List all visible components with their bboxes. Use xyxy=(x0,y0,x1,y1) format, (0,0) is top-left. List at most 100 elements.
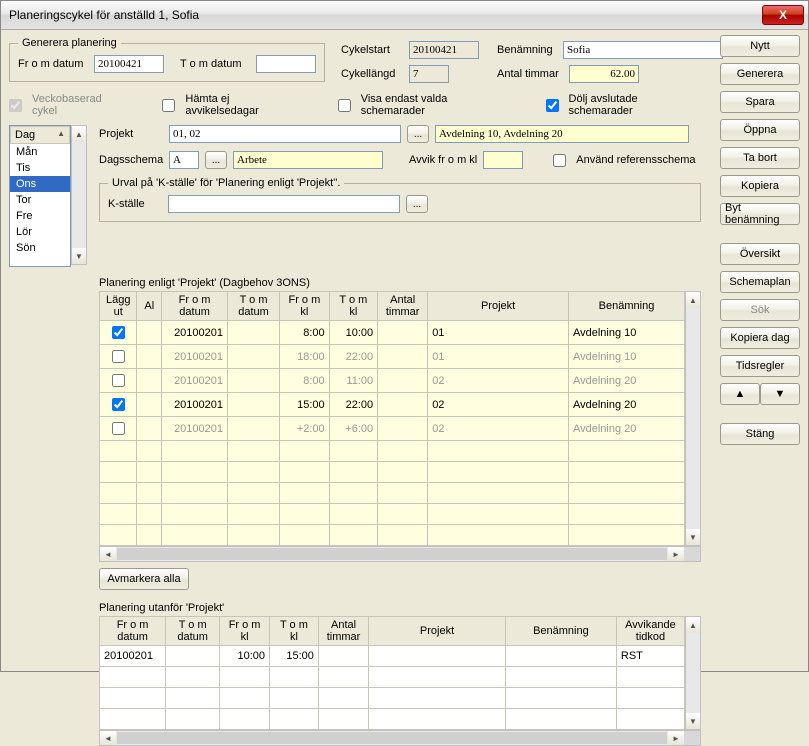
day-list[interactable]: Dag▲ MånTisOnsTorFreLörSön xyxy=(9,125,71,267)
grid2-col[interactable]: Antaltimmar xyxy=(318,617,368,646)
move-up-button[interactable]: ▲ xyxy=(720,383,760,405)
tidsregler-button[interactable]: Tidsregler xyxy=(720,355,800,377)
kstalle-legend: Urval på 'K-ställe' för 'Planering enlig… xyxy=(108,177,344,189)
dagsschema-input[interactable] xyxy=(169,151,199,169)
day-item[interactable]: Mån xyxy=(10,144,70,160)
grid2-col[interactable]: T o mdatum xyxy=(166,617,220,646)
grid2-col[interactable]: Projekt xyxy=(369,617,506,646)
sok-button[interactable]: Sök xyxy=(720,299,800,321)
day-item[interactable]: Fre xyxy=(10,208,70,224)
grid2-col[interactable]: Fr o mdatum xyxy=(100,617,166,646)
weekbased-checkbox xyxy=(9,99,22,112)
avvik-input xyxy=(483,151,523,169)
projekt-label: Projekt xyxy=(99,128,163,140)
projekt-browse-button[interactable]: ... xyxy=(407,125,429,143)
fetchdev-checkbox[interactable] xyxy=(162,99,175,112)
grid1-col[interactable]: T o mdatum xyxy=(228,292,280,321)
close-button[interactable]: X xyxy=(762,5,804,25)
scroll-up-icon[interactable]: ▲ xyxy=(686,292,700,308)
grid1-col[interactable]: Fr o mkl xyxy=(280,292,330,321)
day-item[interactable]: Sön xyxy=(10,240,70,256)
hidedone-checkbox[interactable] xyxy=(546,99,559,112)
grid1-vscroll[interactable]: ▲ ▼ xyxy=(685,291,701,546)
scroll-right-icon[interactable]: ► xyxy=(668,547,684,561)
fetchdev-label: Hämta ej avvikelsedagar xyxy=(185,93,302,117)
showselected-checkbox[interactable] xyxy=(338,99,351,112)
dagsschema-desc xyxy=(233,151,383,169)
scroll-up-icon[interactable]: ▲ xyxy=(686,617,700,633)
day-item[interactable]: Tis xyxy=(10,160,70,176)
to-date-input[interactable] xyxy=(256,55,316,73)
grid2-col[interactable]: Fr o mkl xyxy=(220,617,270,646)
scroll-right-icon[interactable]: ► xyxy=(668,731,684,745)
kstalle-label: K-ställe xyxy=(108,198,162,210)
row-checkbox[interactable] xyxy=(112,350,125,363)
row-checkbox[interactable] xyxy=(112,398,125,411)
to-date-label: T o m datum xyxy=(180,58,250,70)
grid2-col[interactable]: Avvikandetidkod xyxy=(616,617,684,646)
move-down-button[interactable]: ▼ xyxy=(760,383,800,405)
scroll-left-icon[interactable]: ◄ xyxy=(100,547,116,561)
grid1-col[interactable]: Fr o mdatum xyxy=(162,292,228,321)
grid1-col[interactable]: T o mkl xyxy=(329,292,377,321)
kstalle-browse-button[interactable]: ... xyxy=(406,195,428,213)
kstalle-group: Urval på 'K-ställe' för 'Planering enlig… xyxy=(99,177,701,222)
bytbenamning-button[interactable]: Byt benämning xyxy=(720,203,800,225)
grid1-col[interactable]: Antaltimmar xyxy=(378,292,428,321)
window-title: Planeringscykel för anställd 1, Sofia xyxy=(9,8,199,22)
cyclelength-input xyxy=(409,65,449,83)
oppna-button[interactable]: Öppna xyxy=(720,119,800,141)
dagsschema-browse-button[interactable]: ... xyxy=(205,151,227,169)
day-item[interactable]: Ons xyxy=(10,176,70,192)
nytt-button[interactable]: Nytt xyxy=(720,35,800,57)
from-date-input[interactable] xyxy=(94,55,164,73)
scroll-down-icon[interactable]: ▼ xyxy=(686,713,700,729)
scroll-down-icon[interactable]: ▼ xyxy=(686,529,700,545)
stang-button[interactable]: Stäng xyxy=(720,423,800,445)
kstalle-input[interactable] xyxy=(168,195,400,213)
kopieradag-button[interactable]: Kopiera dag xyxy=(720,327,800,349)
hours-input xyxy=(569,65,639,83)
oversikt-button[interactable]: Översikt xyxy=(720,243,800,265)
grid1-title: Planering enligt 'Projekt' (Dagbehov 3ON… xyxy=(99,277,800,289)
grid1-col[interactable]: Projekt xyxy=(428,292,569,321)
generate-group: Generera planering Fr o m datum T o m da… xyxy=(9,37,325,82)
generera-button[interactable]: Generera xyxy=(720,63,800,85)
scroll-up-icon[interactable]: ▲ xyxy=(72,126,86,142)
hidedone-label: Dölj avslutade schemarader xyxy=(569,93,701,117)
hours-label: Antal timmar xyxy=(497,68,563,80)
grid1-col[interactable]: Al xyxy=(137,292,162,321)
cyclelength-label: Cykellängd xyxy=(341,68,403,80)
daylist-scrollbar[interactable]: ▲ ▼ xyxy=(71,125,87,265)
refschema-checkbox[interactable] xyxy=(553,154,566,167)
row-checkbox[interactable] xyxy=(112,326,125,339)
kopiera-button[interactable]: Kopiera xyxy=(720,175,800,197)
benamning-label: Benämning xyxy=(497,44,557,56)
grid2-col[interactable]: T o mkl xyxy=(270,617,319,646)
tabort-button[interactable]: Ta bort xyxy=(720,147,800,169)
grid1-col[interactable]: Benämning xyxy=(568,292,684,321)
benamning-input[interactable] xyxy=(563,41,723,59)
day-item[interactable]: Tor xyxy=(10,192,70,208)
row-checkbox[interactable] xyxy=(112,422,125,435)
unmark-all-button[interactable]: Avmarkera alla xyxy=(99,568,189,590)
grid2-vscroll[interactable]: ▲ ▼ xyxy=(685,616,701,730)
day-item[interactable]: Lör xyxy=(10,224,70,240)
grid1-hscroll[interactable]: ◄ ► xyxy=(99,546,701,562)
grid1-col[interactable]: Läggut xyxy=(100,292,137,321)
scroll-down-icon[interactable]: ▼ xyxy=(72,248,86,264)
refschema-label: Använd referensschema xyxy=(576,154,695,166)
schemaplan-button[interactable]: Schemaplan xyxy=(720,271,800,293)
projekt-desc xyxy=(435,125,689,143)
spara-button[interactable]: Spara xyxy=(720,91,800,113)
scroll-left-icon[interactable]: ◄ xyxy=(100,731,116,745)
grid2-hscroll[interactable]: ◄ ► xyxy=(99,730,701,746)
grid2-title: Planering utanför 'Projekt' xyxy=(99,602,800,614)
grid2-col[interactable]: Benämning xyxy=(505,617,616,646)
dagsschema-label: Dagsschema xyxy=(99,154,163,166)
grid2[interactable]: Fr o mdatumT o mdatumFr o mklT o mklAnta… xyxy=(99,616,685,730)
projekt-input[interactable] xyxy=(169,125,401,143)
row-checkbox[interactable] xyxy=(112,374,125,387)
weekbased-label: Veckobaserad cykel xyxy=(32,93,127,117)
grid1[interactable]: LäggutAlFr o mdatumT o mdatumFr o mklT o… xyxy=(99,291,685,546)
